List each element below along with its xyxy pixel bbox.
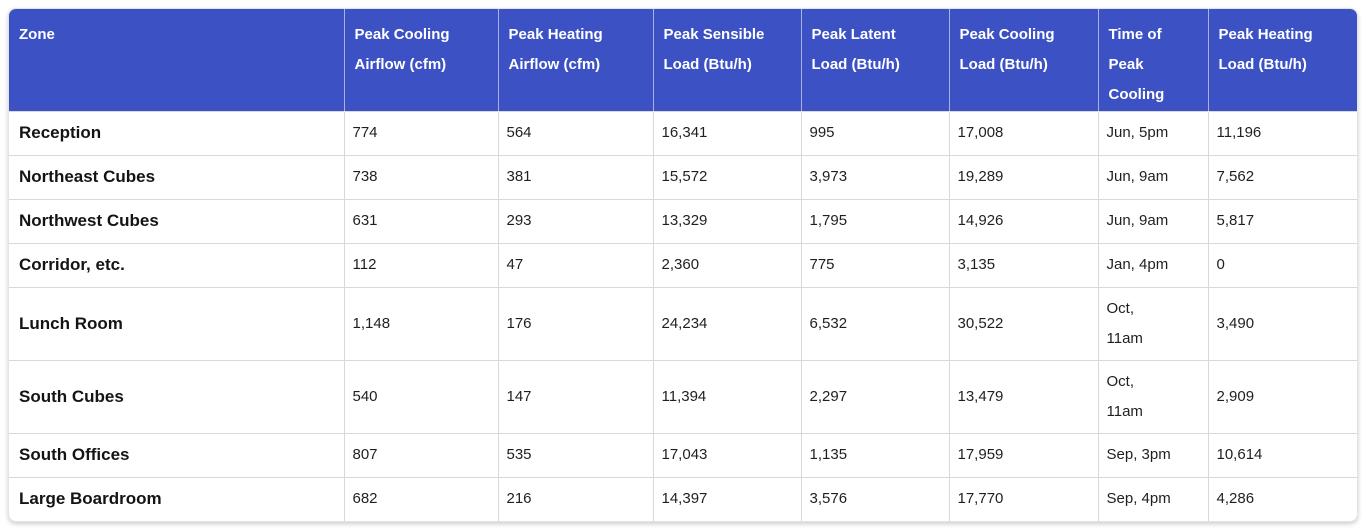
cell-peak-heating-airflow: 147 bbox=[498, 359, 654, 433]
column-header-peak-sensible-load: Peak Sensible Load (Btu/h) bbox=[653, 9, 802, 111]
cell-peak-cooling-airflow: 1,148 bbox=[344, 286, 499, 360]
table-header-row: Zone Peak Cooling Airflow (cfm) Peak Hea… bbox=[9, 9, 1357, 111]
cell-peak-heating-airflow: 176 bbox=[498, 286, 654, 360]
table-row-northwest-cubes: Northwest Cubes 631 293 13,329 1,795 14,… bbox=[9, 198, 1357, 243]
cell-time-of-peak-cooling: Jun, 9am bbox=[1098, 154, 1209, 199]
zone-name: Reception bbox=[9, 110, 345, 155]
cell-time-of-peak-cooling: Oct, 11am bbox=[1098, 359, 1209, 433]
cell-peak-sensible-load: 17,043 bbox=[653, 432, 802, 477]
cell-peak-cooling-airflow: 112 bbox=[344, 242, 499, 287]
cell-peak-heating-airflow: 381 bbox=[498, 154, 654, 199]
cell-peak-heating-airflow: 535 bbox=[498, 432, 654, 477]
cell-peak-heating-load: 11,196 bbox=[1208, 110, 1357, 155]
column-header-time-of-peak-cooling: Time of Peak Cooling bbox=[1098, 9, 1209, 111]
cell-peak-latent-load: 3,973 bbox=[801, 154, 950, 199]
zone-loads-table: Zone Peak Cooling Airflow (cfm) Peak Hea… bbox=[9, 9, 1357, 521]
table-row-corridor: Corridor, etc. 112 47 2,360 775 3,135 Ja… bbox=[9, 242, 1357, 287]
cell-peak-cooling-airflow: 540 bbox=[344, 359, 499, 433]
cell-peak-sensible-load: 11,394 bbox=[653, 359, 802, 433]
cell-peak-heating-load: 7,562 bbox=[1208, 154, 1357, 199]
table-row-reception: Reception 774 564 16,341 995 17,008 Jun,… bbox=[9, 110, 1357, 155]
zone-name: South Cubes bbox=[9, 359, 345, 433]
zone-loads-card: Zone Peak Cooling Airflow (cfm) Peak Hea… bbox=[8, 8, 1358, 522]
cell-time-of-peak-cooling: Sep, 3pm bbox=[1098, 432, 1209, 477]
cell-peak-heating-airflow: 293 bbox=[498, 198, 654, 243]
table-row-large-boardroom: Large Boardroom 682 216 14,397 3,576 17,… bbox=[9, 476, 1357, 521]
cell-peak-cooling-load: 30,522 bbox=[949, 286, 1099, 360]
cell-peak-cooling-load: 17,008 bbox=[949, 110, 1099, 155]
cell-peak-latent-load: 1,135 bbox=[801, 432, 950, 477]
cell-peak-cooling-airflow: 738 bbox=[344, 154, 499, 199]
cell-peak-sensible-load: 15,572 bbox=[653, 154, 802, 199]
cell-peak-heating-load: 10,614 bbox=[1208, 432, 1357, 477]
cell-peak-cooling-airflow: 682 bbox=[344, 476, 499, 521]
cell-peak-heating-load: 4,286 bbox=[1208, 476, 1357, 521]
column-header-peak-heating-load: Peak Heating Load (Btu/h) bbox=[1208, 9, 1357, 111]
cell-peak-sensible-load: 13,329 bbox=[653, 198, 802, 243]
cell-peak-latent-load: 1,795 bbox=[801, 198, 950, 243]
table-row-northeast-cubes: Northeast Cubes 738 381 15,572 3,973 19,… bbox=[9, 154, 1357, 199]
cell-peak-sensible-load: 24,234 bbox=[653, 286, 802, 360]
cell-peak-cooling-load: 14,926 bbox=[949, 198, 1099, 243]
column-header-peak-latent-load: Peak Latent Load (Btu/h) bbox=[801, 9, 950, 111]
cell-peak-heating-airflow: 564 bbox=[498, 110, 654, 155]
zone-name: Corridor, etc. bbox=[9, 242, 345, 287]
zone-name: Large Boardroom bbox=[9, 476, 345, 521]
cell-peak-cooling-load: 3,135 bbox=[949, 242, 1099, 287]
column-header-peak-cooling-airflow: Peak Cooling Airflow (cfm) bbox=[344, 9, 499, 111]
cell-time-of-peak-cooling: Jun, 9am bbox=[1098, 198, 1209, 243]
cell-peak-latent-load: 3,576 bbox=[801, 476, 950, 521]
zone-name: Northwest Cubes bbox=[9, 198, 345, 243]
cell-peak-latent-load: 6,532 bbox=[801, 286, 950, 360]
cell-peak-latent-load: 775 bbox=[801, 242, 950, 287]
cell-peak-cooling-load: 19,289 bbox=[949, 154, 1099, 199]
cell-peak-sensible-load: 14,397 bbox=[653, 476, 802, 521]
cell-peak-heating-airflow: 216 bbox=[498, 476, 654, 521]
cell-peak-cooling-airflow: 774 bbox=[344, 110, 499, 155]
cell-peak-cooling-airflow: 631 bbox=[344, 198, 499, 243]
zone-name: Lunch Room bbox=[9, 286, 345, 360]
cell-peak-latent-load: 995 bbox=[801, 110, 950, 155]
zone-name: Northeast Cubes bbox=[9, 154, 345, 199]
cell-peak-heating-airflow: 47 bbox=[498, 242, 654, 287]
column-header-zone: Zone bbox=[9, 9, 345, 111]
table-row-south-offices: South Offices 807 535 17,043 1,135 17,95… bbox=[9, 432, 1357, 477]
cell-peak-heating-load: 2,909 bbox=[1208, 359, 1357, 433]
zone-name: South Offices bbox=[9, 432, 345, 477]
cell-peak-latent-load: 2,297 bbox=[801, 359, 950, 433]
cell-peak-cooling-airflow: 807 bbox=[344, 432, 499, 477]
column-header-peak-cooling-load: Peak Cooling Load (Btu/h) bbox=[949, 9, 1099, 111]
cell-peak-heating-load: 3,490 bbox=[1208, 286, 1357, 360]
cell-time-of-peak-cooling: Sep, 4pm bbox=[1098, 476, 1209, 521]
cell-peak-cooling-load: 17,959 bbox=[949, 432, 1099, 477]
cell-peak-sensible-load: 16,341 bbox=[653, 110, 802, 155]
table-row-lunch-room: Lunch Room 1,148 176 24,234 6,532 30,522… bbox=[9, 286, 1357, 360]
cell-peak-cooling-load: 13,479 bbox=[949, 359, 1099, 433]
column-header-peak-heating-airflow: Peak Heating Airflow (cfm) bbox=[498, 9, 654, 111]
table-row-south-cubes: South Cubes 540 147 11,394 2,297 13,479 … bbox=[9, 359, 1357, 433]
cell-peak-heating-load: 0 bbox=[1208, 242, 1357, 287]
cell-time-of-peak-cooling: Jun, 5pm bbox=[1098, 110, 1209, 155]
cell-peak-heating-load: 5,817 bbox=[1208, 198, 1357, 243]
cell-time-of-peak-cooling: Oct, 11am bbox=[1098, 286, 1209, 360]
cell-peak-cooling-load: 17,770 bbox=[949, 476, 1099, 521]
cell-peak-sensible-load: 2,360 bbox=[653, 242, 802, 287]
cell-time-of-peak-cooling: Jan, 4pm bbox=[1098, 242, 1209, 287]
